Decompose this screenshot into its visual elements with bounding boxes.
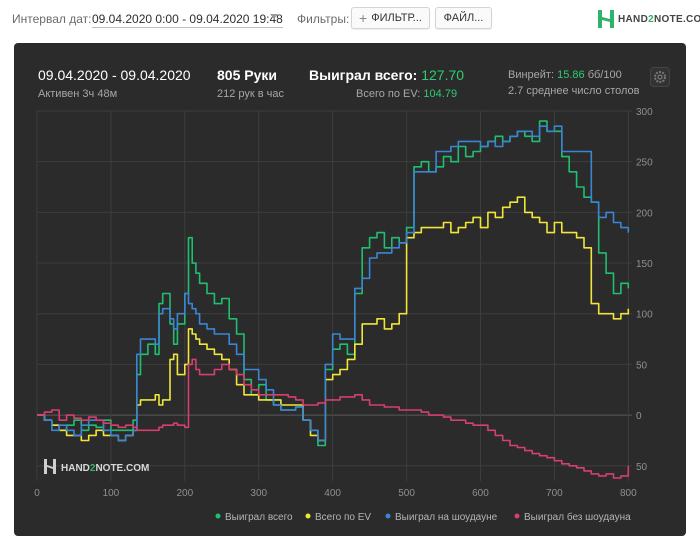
ev-value: 104.79 (423, 88, 458, 100)
y-tick-label: 250 (636, 158, 653, 169)
summary-winrate: Винрейт: 15.86 бб/100 (508, 69, 622, 81)
h2n-logo-icon (598, 10, 614, 28)
legend-label: Всего по EV (315, 512, 371, 523)
y-tick-label: 150 (636, 259, 653, 270)
file-button[interactable]: ФАЙЛ... (435, 7, 492, 29)
legend-marker (514, 513, 520, 519)
y-tick-label: 50 (636, 360, 648, 371)
file-button-label: ФАЙЛ... (443, 12, 484, 24)
summary-ev: Всего по EV: 104.79 (356, 88, 458, 100)
legend-label: Выиграл на шоудауне (395, 512, 498, 523)
x-tick-label: 200 (176, 488, 193, 499)
series-line (37, 125, 630, 442)
won-total-value: 127.70 (421, 67, 465, 83)
filters-label: Фильтры: (297, 12, 350, 26)
x-tick-label: 0 (34, 488, 40, 499)
chart-watermark: HAND2NOTE.COM (44, 459, 149, 474)
y-tick-label: 0 (636, 411, 642, 422)
summary-active-time: Активен 3ч 48м (38, 88, 118, 100)
x-tick-label: 400 (324, 488, 341, 499)
gear-icon[interactable] (650, 67, 670, 87)
x-tick-label: 300 (250, 488, 267, 499)
legend-label: Выиграл без шоудауна (524, 511, 631, 523)
logo-text: HAND2NOTE.COM (618, 13, 700, 25)
x-tick-label: 600 (472, 488, 489, 499)
filter-button[interactable]: + ФИЛЬТР... (351, 7, 430, 29)
summary-won-total: Выиграл всего: 127.70 (309, 67, 465, 83)
date-range-selector[interactable]: 09.04.2020 0:00 - 09.04.2020 19:48 (92, 12, 283, 28)
x-tick-label: 100 (103, 488, 120, 499)
legend-marker (215, 513, 221, 519)
chevron-down-icon[interactable] (270, 14, 278, 19)
y-tick-label: 100 (636, 310, 653, 321)
brand-logo[interactable]: HAND2NOTE.COM (598, 10, 700, 28)
legend-marker (385, 513, 391, 519)
summary-hands: 805 Руки (217, 67, 277, 83)
summary-avg-tables: 2.7 среднее число столов (508, 85, 640, 97)
x-tick-label: 800 (620, 488, 637, 499)
legend-label: Выиграл всего (225, 512, 293, 523)
h2n-watermark-icon (44, 459, 56, 474)
x-tick-label: 700 (546, 488, 563, 499)
series-line (37, 358, 630, 479)
winrate-value: 15.86 (557, 69, 585, 81)
date-interval-label: Интервал дат: (12, 12, 92, 26)
y-tick-label: 200 (636, 208, 653, 219)
x-tick-label: 500 (398, 488, 415, 499)
results-panel: 09.04.2020 - 09.04.2020 Активен 3ч 48м 8… (14, 43, 686, 536)
summary-date-range: 09.04.2020 - 09.04.2020 (38, 67, 191, 83)
series-line (37, 120, 630, 447)
watermark-text: HAND2NOTE.COM (61, 463, 149, 474)
summary-hands-per-hour: 212 рук в час (217, 88, 285, 100)
legend-marker (305, 513, 311, 519)
filter-button-label: ФИЛЬТР... (371, 12, 422, 24)
y-tick-label: 50 (636, 462, 648, 473)
plus-icon: + (359, 10, 368, 26)
y-tick-label: 300 (636, 107, 653, 118)
toolbar: Интервал дат: 09.04.2020 0:00 - 09.04.20… (0, 0, 700, 40)
